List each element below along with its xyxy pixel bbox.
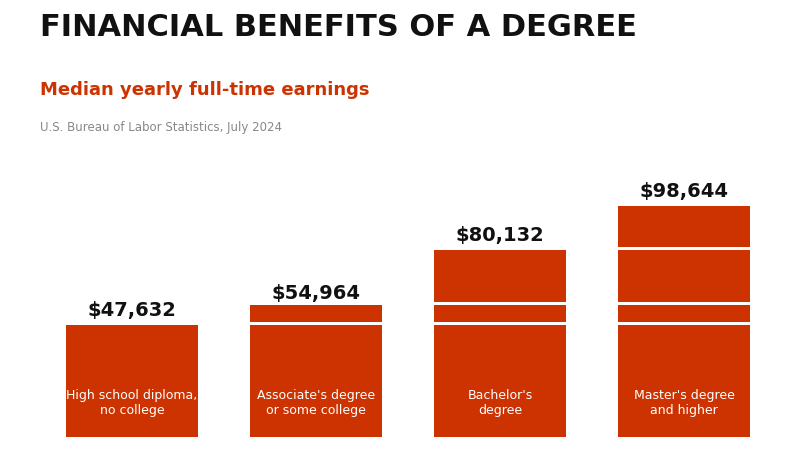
Bar <box>66 325 198 436</box>
Text: $54,964: $54,964 <box>271 284 361 303</box>
Text: $47,632: $47,632 <box>87 302 177 320</box>
Bar <box>618 250 750 302</box>
Text: $80,132: $80,132 <box>456 225 544 244</box>
Bar <box>434 250 566 302</box>
Text: Master's degree
and higher: Master's degree and higher <box>634 389 734 417</box>
Bar <box>434 325 566 436</box>
Text: Median yearly full-time earnings: Median yearly full-time earnings <box>40 81 370 99</box>
Bar <box>618 207 750 247</box>
Bar <box>250 325 382 436</box>
Text: Bachelor's
degree: Bachelor's degree <box>467 389 533 417</box>
Text: High school diploma,
no college: High school diploma, no college <box>66 389 198 417</box>
Text: Associate's degree
or some college: Associate's degree or some college <box>257 389 375 417</box>
Bar <box>250 305 382 322</box>
Text: U.S. Bureau of Labor Statistics, July 2024: U.S. Bureau of Labor Statistics, July 20… <box>40 122 282 135</box>
Bar <box>618 305 750 322</box>
Text: FINANCIAL BENEFITS OF A DEGREE: FINANCIAL BENEFITS OF A DEGREE <box>40 14 637 42</box>
Bar <box>434 305 566 322</box>
Text: $98,644: $98,644 <box>639 182 729 201</box>
Bar <box>618 325 750 436</box>
